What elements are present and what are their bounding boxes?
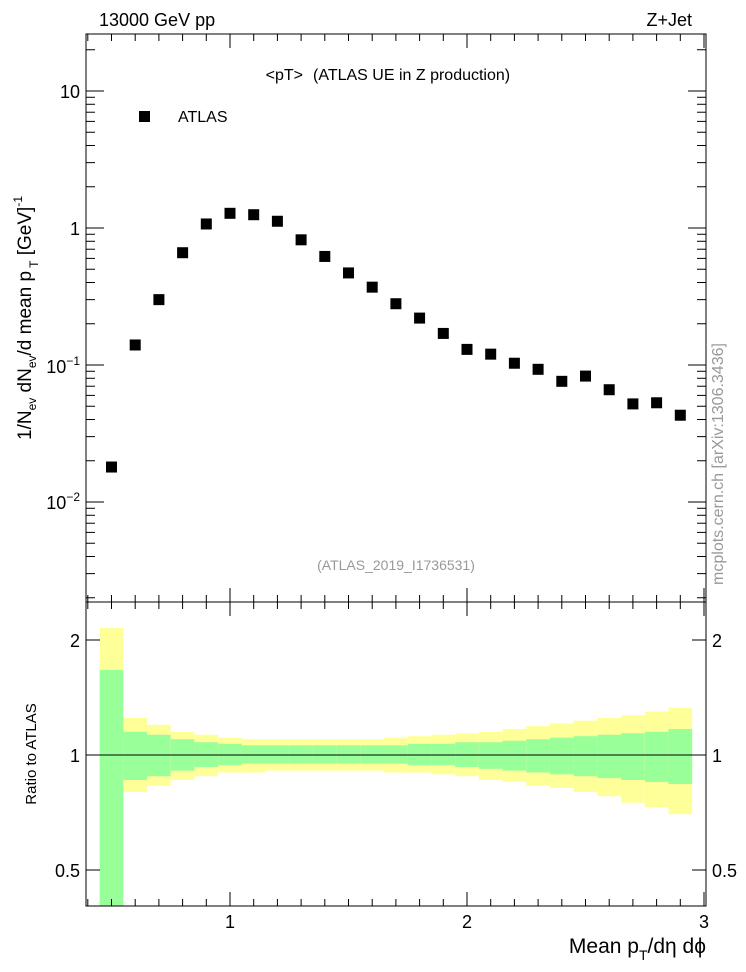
ratio-inner-band-bin: [549, 737, 574, 775]
data-point: [319, 250, 331, 262]
ratio-inner-band-bin: [360, 745, 385, 764]
ratio-inner-band-bin: [573, 736, 598, 777]
data-point: [390, 298, 402, 310]
data-point: [580, 370, 591, 382]
data-point: [674, 409, 686, 421]
data-point: [508, 357, 520, 369]
ratio-ticks: [86, 602, 706, 906]
plot-title-observable: <pT>: [266, 67, 303, 84]
ratio-inner-band-bin: [336, 745, 361, 764]
plot-title-description: (ATLAS UE in Z production): [313, 67, 510, 84]
data-point: [271, 215, 283, 227]
y-tick-label-10: 10: [60, 82, 80, 102]
data-point: [532, 363, 544, 375]
data-point: [224, 207, 236, 219]
ratio-y-axis-label: Ratio to ATLAS: [23, 703, 40, 804]
ratio-bands: [99, 628, 693, 906]
main-ticks: [86, 34, 706, 602]
data-point: [556, 375, 568, 387]
ratio-y-tick-2-right: 2: [712, 631, 722, 651]
data-point: [295, 234, 307, 246]
ratio-inner-band-bin: [502, 740, 527, 771]
ratio-inner-band-bin: [123, 731, 148, 781]
ratio-y-tick-0.5-right: 0.5: [712, 861, 737, 881]
data-point: [106, 461, 117, 473]
x-tick-3: 3: [699, 912, 709, 932]
data-point: [627, 398, 639, 410]
collision-energy-label: 13000 GeV pp: [99, 10, 215, 30]
data-point: [461, 343, 473, 355]
data-point: [366, 281, 378, 293]
y-tick-label-0.1: 10−1: [46, 354, 80, 377]
x-tick-1: 1: [225, 912, 235, 932]
y-tick-label-0.01: 10−2: [46, 490, 80, 513]
data-point: [129, 339, 141, 351]
ratio-inner-band-bin: [312, 745, 337, 764]
ratio-y-tick-2: 2: [70, 631, 80, 651]
data-point: [343, 267, 354, 279]
ratio-y-tick-1-right: 1: [712, 746, 722, 766]
legend-marker: [139, 111, 150, 122]
ratio-inner-band-bin: [241, 745, 266, 764]
ratio-inner-band-bin: [644, 731, 669, 782]
data-point: [248, 209, 260, 221]
y-tick-label-1: 1: [70, 219, 80, 239]
analysis-tag: (ATLAS_2019_I1736531): [317, 557, 475, 573]
ratio-inner-band-bin: [621, 733, 645, 781]
ratio-inner-band-bin: [526, 739, 550, 773]
ratio-y-tick-0.5: 0.5: [55, 861, 80, 881]
main-y-axis-label: 1/Nev dNev/d mean p T [GeV]-1: [11, 196, 41, 440]
ratio-inner-band-bin: [384, 745, 408, 764]
x-tick-2: 2: [462, 912, 472, 932]
data-point: [200, 218, 212, 230]
data-point: [153, 294, 165, 306]
data-point: [603, 384, 615, 396]
watermark: mcplots.cern.ch [arXiv:1306.3436]: [710, 343, 727, 585]
ratio-inner-band-bin: [478, 742, 503, 769]
ratio-inner-band-bin: [597, 734, 622, 779]
ratio-y-tick-1: 1: [70, 746, 80, 766]
data-point: [485, 348, 497, 360]
ratio-inner-band-bin: [289, 745, 313, 764]
data-point: [177, 247, 189, 259]
ratio-inner-band-bin: [668, 728, 693, 784]
x-axis-label: Mean pT/dη dϕ: [569, 935, 706, 963]
ratio-inner-band-bin: [99, 669, 124, 906]
ratio-inner-band-bin: [265, 745, 290, 764]
data-point: [651, 397, 663, 409]
process-label: Z+Jet: [646, 10, 692, 30]
data-point: [437, 327, 449, 339]
legend-label: ATLAS: [178, 109, 228, 126]
main-markers: [106, 207, 686, 473]
data-point: [414, 312, 426, 324]
